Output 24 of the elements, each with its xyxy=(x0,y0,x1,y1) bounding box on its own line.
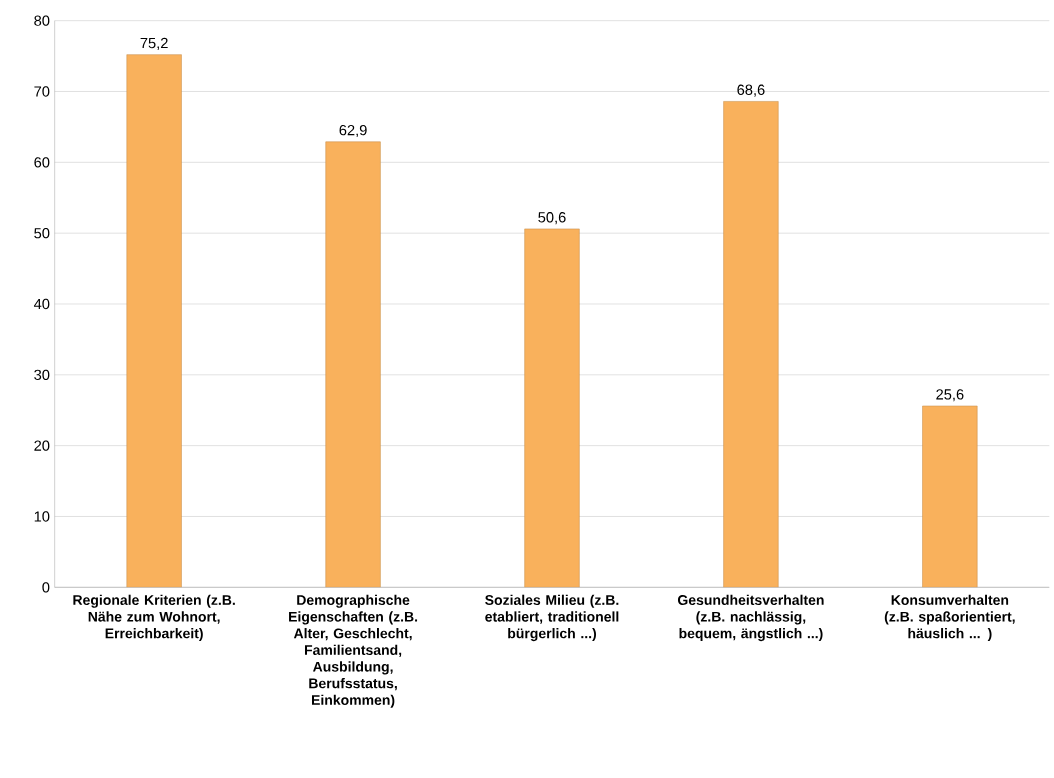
bar xyxy=(922,405,978,588)
y-tick-label: 0 xyxy=(42,582,50,593)
x-tick-label: Konsumverhalten (z.B. spaßorientiert, häuslich ... ) xyxy=(884,594,1015,642)
y-tick-label: 80 xyxy=(34,15,50,26)
x-tick-label: Demographische Eigenschaften (z.B. Alter, Geschlecht, Familientsand, Ausbildung, Berufsstatus, Einkommen) xyxy=(289,594,418,708)
y-tick-label: 60 xyxy=(34,157,50,168)
y-tick-label: 20 xyxy=(34,440,50,451)
data-label: 50,6 xyxy=(538,212,566,225)
data-label: 68,6 xyxy=(737,84,765,97)
y-tick-label: 40 xyxy=(33,298,50,310)
bar xyxy=(126,54,182,588)
x-tick-label: Regionale Kriterien (z.B. Nähe zum Wohnort, Erreichbarkeit) xyxy=(73,594,235,642)
data-label: 75,2 xyxy=(140,37,168,50)
bar xyxy=(524,228,580,588)
y-tick-label: 50 xyxy=(34,227,50,239)
y-tick-label: 70 xyxy=(34,86,50,97)
data-label: 62,9 xyxy=(339,124,367,138)
bar xyxy=(325,141,381,588)
data-label: 25,6 xyxy=(936,389,964,402)
x-tick-label: Gesundheitsverhalten (z.B. nachlässig, bequem, ängstlich ...) xyxy=(677,594,824,642)
y-tick-label: 30 xyxy=(34,369,50,381)
y-tick-label: 10 xyxy=(34,511,50,522)
x-tick-label: Soziales Milieu (z.B. etabliert, traditionell bürgerlich ...) xyxy=(485,594,619,642)
bar xyxy=(723,101,779,588)
